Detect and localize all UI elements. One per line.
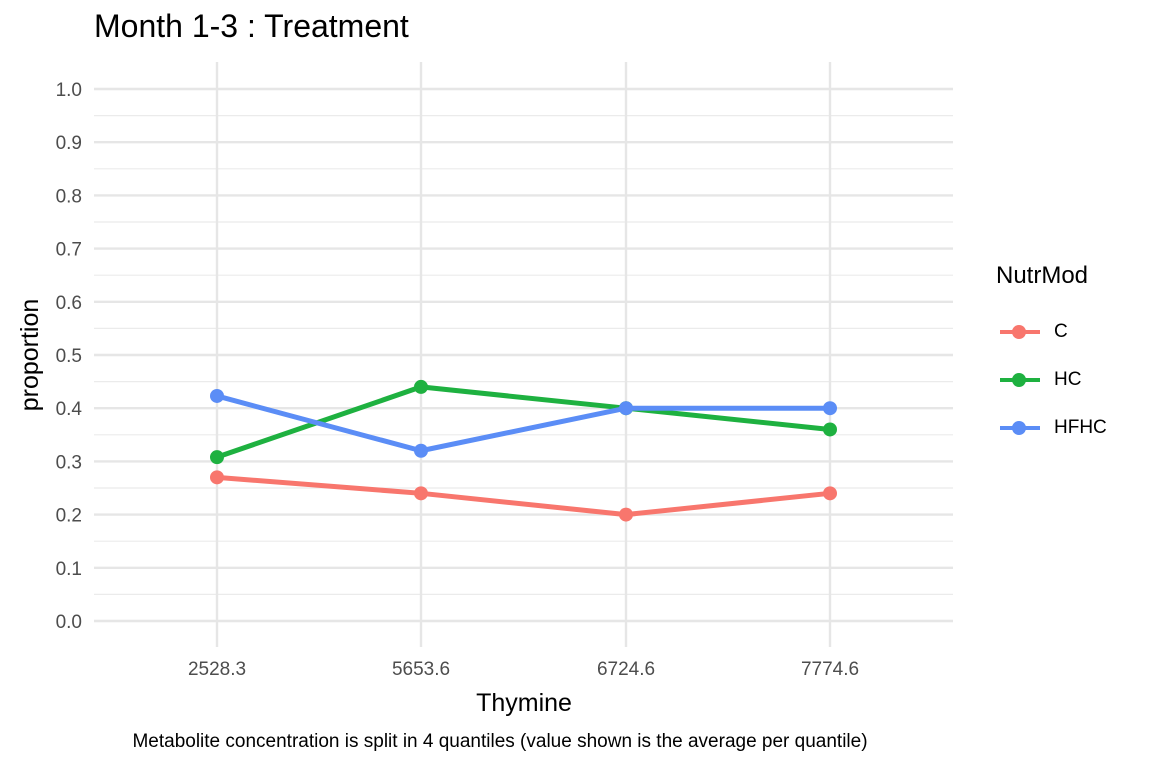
data-point-c: [414, 486, 428, 501]
chart-caption: Metabolite concentration is split in 4 q…: [132, 731, 868, 752]
y-tick-label: 0.4: [56, 399, 83, 420]
legend-key-point: [1012, 373, 1026, 387]
legend-key-point: [1012, 421, 1026, 435]
y-tick-label: 0.5: [56, 346, 82, 367]
data-point-c: [619, 507, 633, 522]
y-tick-label: 0.9: [56, 133, 82, 154]
x-tick-label: 6724.6: [597, 659, 655, 680]
series-line-hfhc: [216, 393, 830, 454]
legend: NutrMod C HC HFHC: [996, 262, 1107, 452]
legend-label: C: [1054, 321, 1068, 342]
series-line-c: [216, 474, 831, 518]
y-tick-label: 0.7: [56, 240, 82, 261]
legend-item-hfhc: HFHC: [996, 404, 1107, 452]
legend-label: HC: [1054, 369, 1082, 390]
legend-key-point: [1012, 325, 1026, 339]
data-point-hfhc: [210, 388, 224, 403]
y-axis-title: proportion: [16, 299, 44, 412]
legend-items: C HC HFHC: [996, 308, 1107, 452]
data-point-c: [823, 486, 837, 501]
y-tick-label: 0.2: [56, 506, 82, 527]
data-point-hfhc: [823, 401, 837, 416]
x-tick-label: 2528.3: [188, 659, 246, 680]
chart-title: Month 1-3 : Treatment: [94, 8, 409, 44]
legend-item-hc: HC: [996, 356, 1107, 404]
legend-title: NutrMod: [996, 262, 1089, 289]
data-point-hfhc: [414, 443, 428, 458]
data-point-c: [210, 470, 224, 485]
x-tick-label: 7774.6: [801, 659, 859, 680]
y-tick-label: 0.6: [56, 293, 82, 314]
legend-label: HFHC: [1054, 417, 1107, 438]
data-point-hc: [823, 422, 837, 437]
y-tick-label: 0.1: [56, 559, 82, 580]
x-tick-label: 5653.6: [392, 659, 450, 680]
y-tick-label: 0.3: [56, 452, 82, 473]
y-tick-label: 0.8: [56, 186, 82, 207]
y-tick-label: 0.0: [56, 612, 82, 633]
legend-key: [996, 370, 1044, 390]
legend-key: [996, 418, 1044, 438]
legend-item-c: C: [996, 308, 1107, 356]
grid-layer: [94, 62, 953, 647]
data-point-hfhc: [619, 401, 633, 416]
legend-key: [996, 322, 1044, 342]
axis-layer: 0.0 0.1 0.2 0.3 0.4 0.5 0.6 0.7 0.8 0.9 1.0 2528.3 5…: [56, 80, 859, 680]
x-axis-title: Thymine: [476, 689, 572, 717]
data-point-hc: [414, 379, 428, 394]
series-layer: [210, 379, 837, 522]
y-tick-label: 1.0: [56, 80, 82, 101]
data-point-hc: [210, 450, 224, 465]
